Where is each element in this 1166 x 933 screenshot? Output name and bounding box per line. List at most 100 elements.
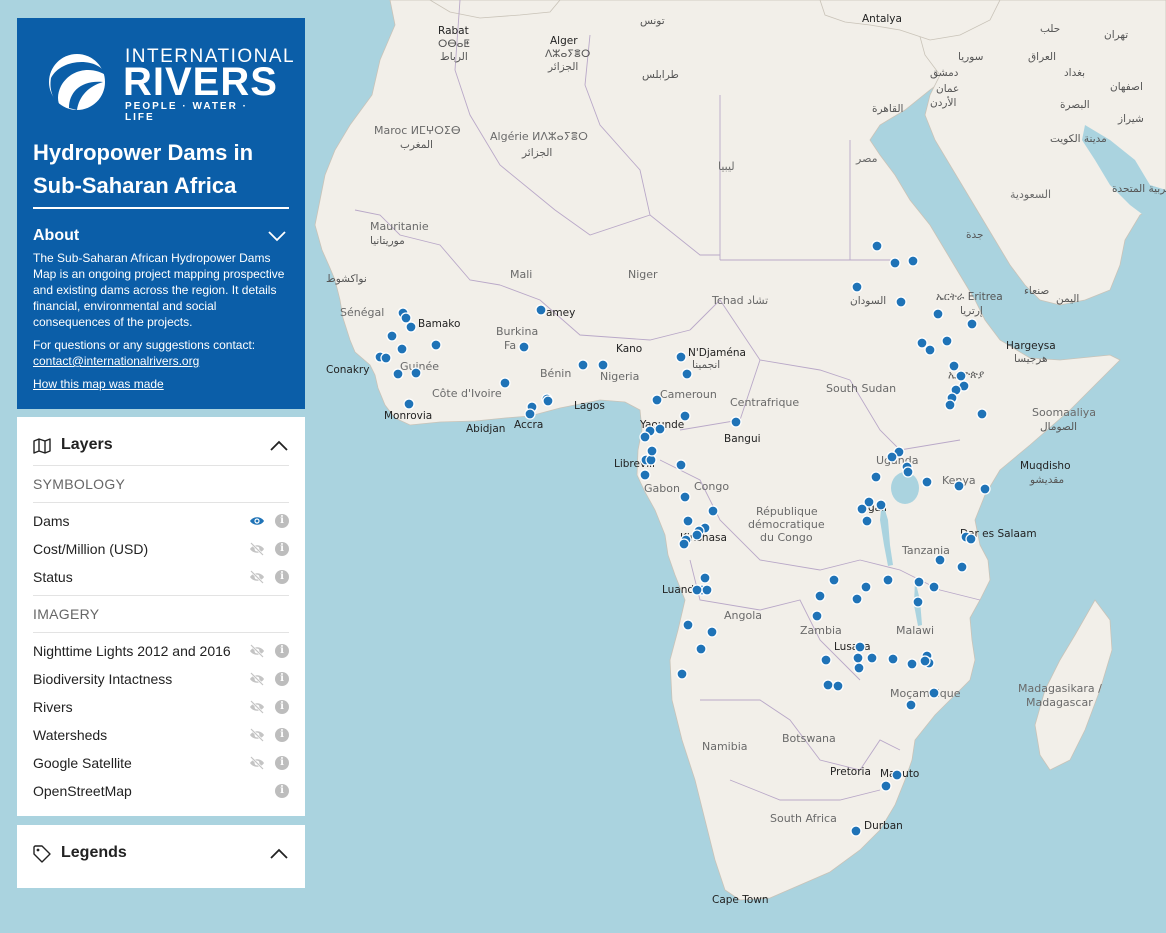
dam-marker[interactable] (875, 499, 887, 511)
dam-marker[interactable] (814, 590, 826, 602)
layer-row-openstreetmap[interactable]: OpenStreetMap i (33, 781, 289, 801)
dam-marker[interactable] (928, 687, 940, 699)
dam-marker[interactable] (955, 370, 967, 382)
dam-marker[interactable] (706, 626, 718, 638)
dam-marker[interactable] (691, 529, 703, 541)
dam-marker[interactable] (895, 296, 907, 308)
dam-marker[interactable] (924, 344, 936, 356)
info-icon[interactable]: i (275, 672, 289, 686)
eye-icon[interactable] (249, 514, 265, 528)
dam-marker[interactable] (639, 469, 651, 481)
dam-marker[interactable] (681, 368, 693, 380)
dam-marker[interactable] (380, 352, 392, 364)
dam-marker[interactable] (651, 394, 663, 406)
dam-marker[interactable] (535, 304, 547, 316)
eye-slash-icon[interactable] (249, 542, 265, 556)
dam-marker[interactable] (707, 505, 719, 517)
dam-marker[interactable] (851, 281, 863, 293)
dam-marker[interactable] (953, 480, 965, 492)
dam-marker[interactable] (886, 451, 898, 463)
dam-marker[interactable] (577, 359, 589, 371)
info-icon[interactable]: i (275, 728, 289, 742)
eye-slash-icon[interactable] (249, 700, 265, 714)
dam-marker[interactable] (701, 584, 713, 596)
dam-marker[interactable] (912, 596, 924, 608)
dam-marker[interactable] (965, 533, 977, 545)
dam-marker[interactable] (854, 641, 866, 653)
dam-marker[interactable] (820, 654, 832, 666)
dam-marker[interactable] (392, 368, 404, 380)
dam-marker[interactable] (678, 538, 690, 550)
dam-marker[interactable] (944, 399, 956, 411)
about-heading[interactable]: About (33, 227, 80, 244)
layer-row-nighttime-lights[interactable]: Nighttime Lights 2012 and 2016 i (33, 641, 289, 661)
dam-marker[interactable] (851, 593, 863, 605)
dam-marker[interactable] (913, 576, 925, 588)
dam-marker[interactable] (430, 339, 442, 351)
dam-marker[interactable] (860, 581, 872, 593)
eye-slash-icon[interactable] (249, 570, 265, 584)
dam-markers[interactable] (374, 240, 991, 837)
dam-marker[interactable] (676, 668, 688, 680)
dam-marker[interactable] (400, 312, 412, 324)
dam-marker[interactable] (916, 337, 928, 349)
eye-slash-icon[interactable] (249, 644, 265, 658)
dam-marker[interactable] (966, 318, 978, 330)
dam-marker[interactable] (979, 483, 991, 495)
layer-row-cost[interactable]: Cost/Million (USD) i (33, 539, 289, 559)
dam-marker[interactable] (396, 343, 408, 355)
dam-marker[interactable] (828, 574, 840, 586)
dam-marker[interactable] (654, 423, 666, 435)
dam-marker[interactable] (906, 658, 918, 670)
eye-slash-icon[interactable] (249, 756, 265, 770)
info-icon[interactable]: i (275, 756, 289, 770)
dam-marker[interactable] (902, 466, 914, 478)
dam-marker[interactable] (811, 610, 823, 622)
dam-marker[interactable] (699, 572, 711, 584)
dam-marker[interactable] (887, 653, 899, 665)
layer-row-google-satellite[interactable]: Google Satellite i (33, 753, 289, 773)
contact-email-link[interactable]: contact@internationalrivers.org (33, 354, 200, 368)
legends-header[interactable]: Legends (33, 844, 289, 874)
info-icon[interactable]: i (275, 542, 289, 556)
info-icon[interactable]: i (275, 514, 289, 528)
info-icon[interactable]: i (275, 644, 289, 658)
layer-row-watersheds[interactable]: Watersheds i (33, 725, 289, 745)
dam-marker[interactable] (386, 330, 398, 342)
dam-marker[interactable] (921, 476, 933, 488)
dam-marker[interactable] (956, 561, 968, 573)
how-map-made-link[interactable]: How this map was made (33, 377, 164, 391)
dam-marker[interactable] (853, 662, 865, 674)
dam-marker[interactable] (850, 825, 862, 837)
dam-marker[interactable] (675, 351, 687, 363)
dam-marker[interactable] (639, 431, 651, 443)
dam-marker[interactable] (871, 240, 883, 252)
dam-marker[interactable] (499, 377, 511, 389)
dam-marker[interactable] (679, 410, 691, 422)
dam-marker[interactable] (832, 680, 844, 692)
chevron-down-icon[interactable] (267, 228, 287, 244)
dam-marker[interactable] (891, 769, 903, 781)
dam-marker[interactable] (880, 780, 892, 792)
layer-row-biodiversity[interactable]: Biodiversity Intactness i (33, 669, 289, 689)
layer-row-dams[interactable]: Dams i (33, 511, 289, 531)
dam-marker[interactable] (932, 308, 944, 320)
dam-marker[interactable] (852, 652, 864, 664)
dam-marker[interactable] (870, 471, 882, 483)
dam-marker[interactable] (675, 459, 687, 471)
dam-marker[interactable] (518, 341, 530, 353)
dam-marker[interactable] (524, 408, 536, 420)
chevron-up-icon[interactable] (269, 846, 289, 862)
dam-marker[interactable] (691, 584, 703, 596)
dam-marker[interactable] (919, 655, 931, 667)
dam-marker[interactable] (861, 515, 873, 527)
dam-marker[interactable] (928, 581, 940, 593)
dam-marker[interactable] (866, 652, 878, 664)
dam-marker[interactable] (682, 515, 694, 527)
eye-slash-icon[interactable] (249, 728, 265, 742)
eye-slash-icon[interactable] (249, 672, 265, 686)
dam-marker[interactable] (889, 257, 901, 269)
dam-marker[interactable] (646, 445, 658, 457)
info-icon[interactable]: i (275, 784, 289, 798)
dam-marker[interactable] (403, 398, 415, 410)
